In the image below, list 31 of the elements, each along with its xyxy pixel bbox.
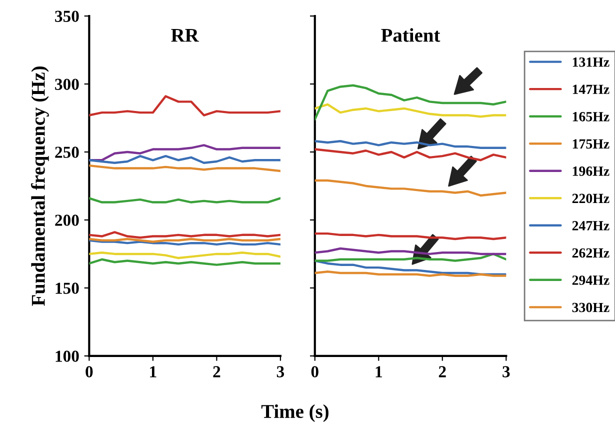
legend-label: 330Hz (572, 302, 610, 312)
legend-label: 175Hz (572, 139, 610, 149)
line-series (89, 154, 280, 164)
legend-label: 147Hz (572, 84, 610, 94)
x-tick-label: 1 (150, 366, 156, 378)
legend-label: 262Hz (572, 248, 610, 258)
line-series (89, 95, 280, 116)
y-tick-label: 100 (56, 350, 79, 362)
x-tick-label: 0 (86, 366, 93, 378)
legend-label: 165Hz (572, 112, 610, 122)
y-tick-label: 300 (55, 78, 79, 90)
legend-label: 131Hz (572, 57, 610, 67)
y-tick-label: 150 (56, 282, 79, 294)
y-tick-label: 350 (55, 10, 79, 22)
y-tick-label: 200 (55, 214, 79, 226)
x-tick-label: 3 (276, 366, 284, 378)
chart-title: Patient (381, 28, 440, 42)
legend-label: 220Hz (572, 194, 610, 204)
y-tick-label: 250 (55, 146, 79, 158)
legend-label: 247Hz (572, 221, 610, 230)
legend-label: 196Hz (572, 166, 610, 176)
x-tick-label: 0 (311, 366, 318, 378)
x-tick-label: 1 (376, 366, 382, 378)
x-axis-title: Time (s) (261, 404, 328, 422)
y-axis-title: Fundamental frequency (Hz) (31, 66, 49, 306)
chart-title: RR (171, 28, 200, 42)
x-tick-label: 3 (502, 366, 510, 378)
x-tick-label: 2 (213, 366, 220, 378)
line-series (89, 144, 280, 162)
x-tick-label: 2 (438, 366, 446, 378)
legend-label: 294Hz (572, 276, 610, 285)
